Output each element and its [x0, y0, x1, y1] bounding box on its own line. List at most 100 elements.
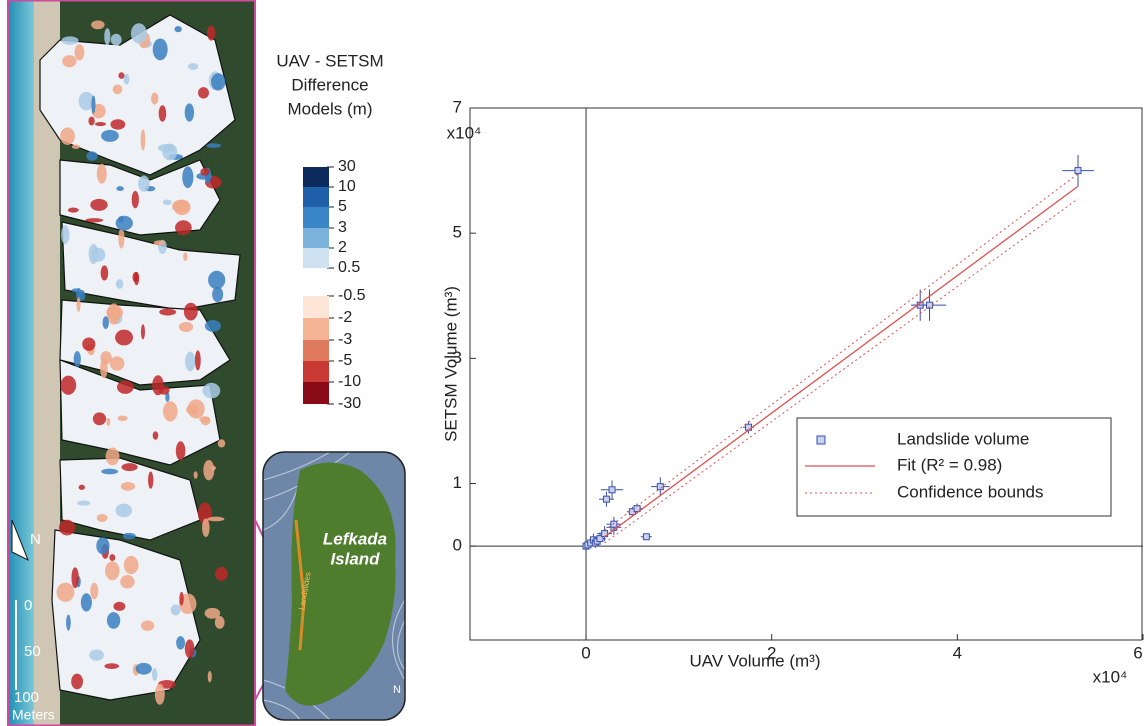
legend-label: Landslide volume [897, 429, 1029, 448]
map-blob [104, 28, 111, 45]
map-blob [183, 302, 198, 321]
map-blob [71, 673, 83, 690]
x-tick-label: 2 [767, 643, 776, 662]
map-blob [71, 567, 79, 589]
y-tick-label: 3 [453, 348, 462, 367]
map-blob [159, 308, 177, 316]
y-tick-label: 5 [453, 223, 462, 242]
y-multiplier: x10⁴ [447, 123, 482, 142]
inset-border [262, 451, 406, 721]
map-blob [120, 575, 135, 589]
map-blob [198, 87, 209, 99]
map-blob [115, 279, 124, 289]
map-blob [101, 129, 119, 142]
map-blob [94, 121, 107, 127]
colorbar-label: 10 [338, 178, 356, 195]
map-blob [77, 500, 91, 506]
map-blob [90, 582, 99, 600]
map-blob [140, 620, 155, 631]
map-blob [199, 416, 210, 423]
map-blob [100, 265, 109, 281]
map-blob [115, 329, 133, 346]
map-blob [202, 382, 221, 399]
map-blob [123, 555, 139, 575]
map-blob [106, 612, 121, 629]
colorbar-swatch [303, 382, 329, 404]
map-blob [96, 163, 107, 184]
map-blob [135, 662, 152, 675]
y-tick-label: 0 [453, 536, 462, 555]
map-blob [82, 337, 96, 351]
map-blob [203, 460, 215, 481]
map-blob [131, 190, 139, 209]
inset-label: Island [330, 549, 380, 568]
map-blob [176, 636, 186, 650]
map-blob [89, 649, 104, 661]
map-blob [187, 63, 199, 70]
inset-label: Lefkada [323, 529, 387, 548]
map-blob [78, 484, 86, 490]
map-blob [67, 207, 79, 213]
colorbar-swatch [303, 207, 329, 228]
map-blob [158, 105, 167, 122]
map-blob [86, 151, 98, 161]
map-blob [110, 33, 122, 46]
legend-swatch [816, 435, 826, 445]
y-tick-label: 7 [453, 97, 462, 116]
map-blob [214, 615, 225, 629]
y-tick-label: 1 [453, 473, 462, 492]
map-blob [91, 247, 106, 262]
map-blob [121, 463, 138, 472]
map-blob [193, 471, 198, 479]
y-axis-label: SETSM Volume (m³) [441, 286, 460, 442]
map-blob [183, 252, 188, 262]
map-blob [165, 392, 170, 403]
colorbar-label: -5 [338, 352, 352, 369]
map-blob [91, 20, 105, 30]
map-blob [204, 319, 221, 332]
colorbar-label: 3 [338, 219, 347, 236]
map-blob [92, 412, 107, 426]
colorbar-label: -30 [338, 395, 361, 412]
colorbar-label: -3 [338, 331, 352, 348]
point [596, 535, 604, 543]
inset-north: N [393, 684, 401, 696]
map-blob [113, 601, 126, 611]
map-blob [179, 591, 184, 606]
confidence-bound [604, 173, 1079, 531]
colorbar: UAV - SETSM Difference Models (m) [276, 51, 383, 118]
map-blob [212, 286, 224, 303]
map-blob [184, 639, 195, 659]
point [1074, 167, 1082, 175]
x-tick-label: 0 [581, 643, 590, 662]
map-blob [78, 289, 86, 301]
map-blob [184, 103, 195, 122]
map-blob [185, 351, 196, 372]
map-blob [118, 216, 125, 223]
map-blob [61, 225, 70, 245]
map-blob [117, 380, 134, 394]
colorbar-swatch [303, 361, 329, 382]
plot: 0 1 3 5 7 0 2 4 6 x10⁴ x10⁴ UAV Volume (m³) SETSM Vo… [441, 97, 1144, 686]
colorbar-label: 30 [338, 158, 356, 175]
map-blob [152, 38, 168, 61]
map-blob [116, 186, 124, 192]
point [602, 495, 610, 503]
map-blob [172, 199, 190, 213]
colorbar-label: -0.5 [338, 287, 366, 304]
point [642, 533, 650, 541]
map-blob [100, 358, 108, 379]
map-blob [175, 441, 186, 461]
map-blob [182, 166, 194, 189]
map-blob [206, 143, 221, 148]
colorbar-title: Models (m) [287, 99, 372, 118]
map-blob [96, 513, 108, 523]
map-blob [154, 683, 165, 705]
colorbar-label: 0.5 [338, 259, 360, 276]
scale-label: 100 [14, 689, 39, 706]
legend-label: Confidence bounds [897, 482, 1044, 501]
map [8, 0, 255, 726]
map-blob [215, 566, 228, 581]
colorbar-swatch [303, 167, 329, 187]
